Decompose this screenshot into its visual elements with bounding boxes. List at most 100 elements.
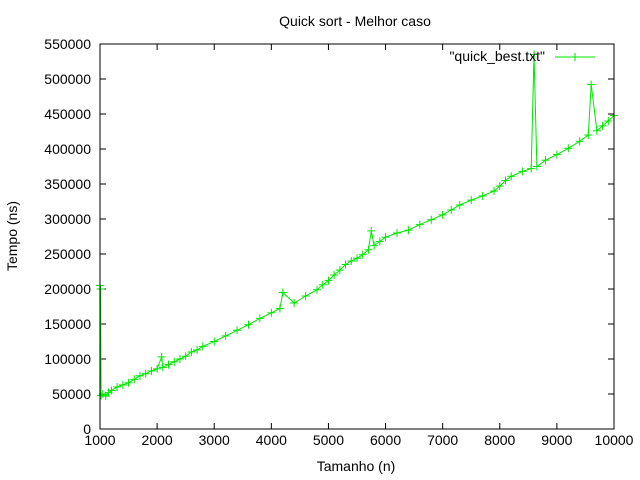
x-tick-label: 9000 xyxy=(541,432,572,448)
data-point xyxy=(157,352,166,361)
x-tick-label: 2000 xyxy=(142,432,173,448)
y-tick-label: 450000 xyxy=(44,106,91,122)
legend-marker xyxy=(571,53,579,61)
data-point xyxy=(501,176,510,185)
data-point xyxy=(170,357,179,366)
data-point xyxy=(381,233,390,242)
y-tick-label: 300000 xyxy=(44,211,91,227)
data-point xyxy=(495,182,504,191)
data-point xyxy=(455,201,464,209)
data-point xyxy=(164,360,173,369)
data-point xyxy=(552,150,561,159)
x-tick-label: 8000 xyxy=(484,432,515,448)
data-point xyxy=(96,285,105,293)
data-point xyxy=(290,299,299,307)
data-point xyxy=(564,144,573,153)
data-point xyxy=(124,378,133,387)
data-point xyxy=(198,342,207,351)
y-tick-label: 150000 xyxy=(44,316,91,332)
data-point xyxy=(530,50,539,59)
ticks-layer: 1000 2000 3000 4000 5000 6000 7000 8000 9000 1000… xyxy=(44,36,633,448)
data-point xyxy=(318,280,327,289)
data-point xyxy=(118,380,127,389)
data-point xyxy=(193,345,202,354)
y-tick-label: 200000 xyxy=(44,281,91,297)
data-point xyxy=(592,126,601,135)
data-point xyxy=(532,162,541,171)
x-tick-label: 5000 xyxy=(313,432,344,448)
data-point xyxy=(478,191,487,200)
data-point xyxy=(221,331,230,340)
y-tick-label: 350000 xyxy=(44,176,91,192)
x-axis-label: Tamanho (n) xyxy=(317,458,396,474)
y-tick-label: 500000 xyxy=(44,71,91,87)
y-tick-label: 100000 xyxy=(44,351,91,367)
data-point xyxy=(141,369,150,378)
data-point xyxy=(187,348,196,356)
data-point xyxy=(527,164,536,173)
data-point xyxy=(447,205,456,214)
data-point xyxy=(335,266,344,275)
data-point xyxy=(130,375,139,384)
data-point xyxy=(584,131,593,139)
data-point xyxy=(278,288,287,297)
data-point xyxy=(367,226,376,235)
data-point xyxy=(347,257,356,265)
y-tick-label: 400000 xyxy=(44,141,91,157)
data-point xyxy=(113,383,122,391)
data-point xyxy=(147,366,156,375)
data-point xyxy=(604,117,613,125)
legend-label: "quick_best.txt" xyxy=(449,48,545,64)
data-point xyxy=(358,250,367,259)
data-point xyxy=(438,210,447,219)
data-point xyxy=(507,172,516,181)
y-tick-label: 50000 xyxy=(52,386,91,402)
data-point xyxy=(153,364,162,373)
x-tick-label: 1000 xyxy=(84,432,115,448)
data-point xyxy=(392,229,401,237)
data-point xyxy=(301,292,310,300)
legend: "quick_best.txt" xyxy=(449,48,595,64)
data-point xyxy=(233,326,242,335)
x-tick-label: 6000 xyxy=(370,432,401,448)
data-point xyxy=(267,308,276,317)
x-tick-label: 7000 xyxy=(427,432,458,448)
data-point xyxy=(313,285,322,294)
data-point xyxy=(370,241,379,250)
data-point xyxy=(97,391,106,400)
data-point xyxy=(175,355,184,363)
data-point xyxy=(353,254,361,263)
data-point xyxy=(244,320,253,329)
x-tick-label: 10000 xyxy=(595,432,634,448)
plot-frame xyxy=(99,43,615,430)
data-point xyxy=(375,237,384,246)
y-tick-label: 250000 xyxy=(44,246,91,262)
data-point xyxy=(427,215,436,224)
data-point xyxy=(404,226,413,235)
data-point xyxy=(364,245,373,254)
data-point xyxy=(541,156,550,165)
data-point xyxy=(107,386,116,395)
x-tick-label: 4000 xyxy=(256,432,287,448)
data-point xyxy=(587,80,596,89)
data-point xyxy=(181,352,190,361)
y-axis-label: Tempo (ns) xyxy=(4,201,20,271)
data-point xyxy=(467,196,476,205)
data-point xyxy=(490,187,499,195)
chart-title: Quick sort - Melhor caso xyxy=(279,13,431,29)
x-tick-label: 3000 xyxy=(199,432,230,448)
data-point xyxy=(598,121,607,130)
data-point xyxy=(210,337,219,346)
series-line xyxy=(99,54,615,397)
data-point xyxy=(255,314,264,323)
data-point xyxy=(518,167,527,176)
y-tick-label: 550000 xyxy=(44,36,91,52)
data-point xyxy=(330,271,339,279)
data-point xyxy=(341,260,350,269)
data-point xyxy=(415,220,424,229)
data-point xyxy=(275,304,284,313)
data-point xyxy=(135,371,144,380)
data-point xyxy=(324,276,333,285)
series-layer xyxy=(96,50,618,401)
